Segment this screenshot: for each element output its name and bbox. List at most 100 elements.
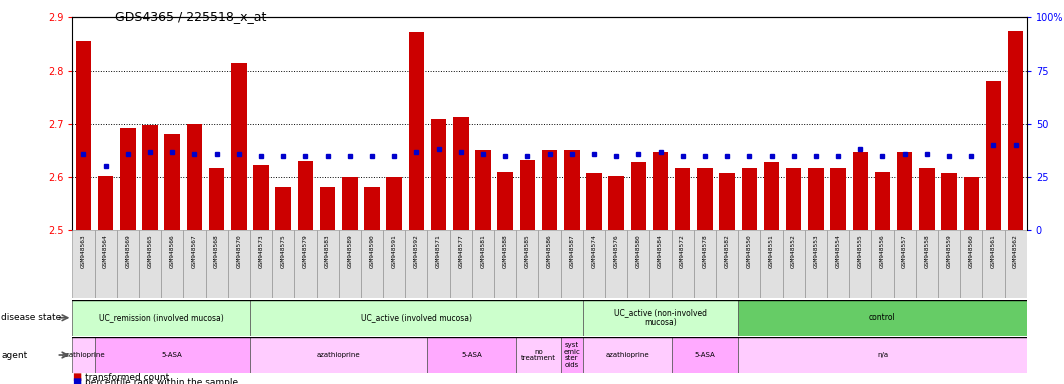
Text: GSM948555: GSM948555	[858, 234, 863, 268]
Text: GSM948559: GSM948559	[947, 234, 951, 268]
Bar	[516, 337, 561, 373]
Bar	[653, 152, 668, 230]
Bar	[450, 230, 471, 298]
Bar	[476, 150, 491, 230]
Text: GSM948579: GSM948579	[303, 234, 307, 268]
Text: GSM948551: GSM948551	[769, 234, 774, 268]
Bar	[95, 230, 117, 298]
Text: GSM948562: GSM948562	[1013, 234, 1018, 268]
Text: GSM948560: GSM948560	[968, 234, 974, 268]
Bar	[161, 230, 183, 298]
Bar	[428, 337, 516, 373]
Bar	[738, 337, 1027, 373]
Bar	[250, 300, 583, 336]
Text: GSM948578: GSM948578	[702, 234, 708, 268]
Bar	[405, 230, 428, 298]
Bar	[183, 230, 205, 298]
Text: azathioprine: azathioprine	[62, 352, 105, 358]
Bar	[231, 63, 247, 230]
Bar	[431, 119, 446, 230]
Bar	[272, 230, 295, 298]
Bar	[719, 173, 735, 230]
Bar	[471, 230, 494, 298]
Text: GSM948572: GSM948572	[680, 234, 685, 268]
Text: 5-ASA: 5-ASA	[462, 352, 482, 358]
Text: GSM948589: GSM948589	[347, 234, 352, 268]
Bar	[982, 230, 1004, 298]
Bar	[497, 172, 513, 230]
Bar	[338, 230, 361, 298]
Bar	[253, 166, 269, 230]
Bar	[830, 167, 846, 230]
Text: GSM948556: GSM948556	[880, 234, 885, 268]
Text: ■: ■	[72, 377, 82, 384]
Text: GSM948581: GSM948581	[481, 234, 485, 268]
Bar	[561, 230, 583, 298]
Text: control: control	[869, 313, 896, 322]
Bar	[786, 167, 801, 230]
Text: ■: ■	[72, 372, 82, 382]
Text: percentile rank within the sample: percentile rank within the sample	[85, 378, 238, 384]
Bar	[72, 300, 250, 336]
Bar	[583, 230, 605, 298]
Bar	[165, 134, 180, 230]
Bar	[897, 152, 913, 230]
Text: no
treatment: no treatment	[521, 349, 556, 361]
Bar	[605, 230, 628, 298]
Bar	[98, 176, 114, 230]
Text: GSM948585: GSM948585	[525, 234, 530, 268]
Bar	[139, 230, 161, 298]
Bar	[697, 167, 713, 230]
Text: GSM948570: GSM948570	[236, 234, 242, 268]
Text: GSM948586: GSM948586	[547, 234, 552, 268]
Text: disease state: disease state	[1, 313, 62, 322]
Bar	[875, 172, 891, 230]
Text: GSM948558: GSM948558	[925, 234, 929, 268]
Text: agent: agent	[1, 351, 28, 359]
Bar	[738, 300, 1027, 336]
Text: GSM948584: GSM948584	[658, 234, 663, 268]
Bar	[583, 337, 671, 373]
Bar	[519, 160, 535, 230]
Bar	[628, 230, 649, 298]
Text: GSM948588: GSM948588	[502, 234, 508, 268]
Text: GSM948576: GSM948576	[614, 234, 618, 268]
Bar	[428, 230, 450, 298]
Text: GSM948582: GSM948582	[725, 234, 730, 268]
Bar	[671, 230, 694, 298]
Text: UC_active (non-involved
mucosa): UC_active (non-involved mucosa)	[614, 308, 708, 328]
Text: azathioprine: azathioprine	[317, 352, 361, 358]
Bar	[609, 176, 624, 230]
Text: GSM948575: GSM948575	[281, 234, 286, 268]
Bar	[316, 230, 338, 298]
Bar	[938, 230, 960, 298]
Text: GSM948565: GSM948565	[148, 234, 152, 268]
Text: GSM948571: GSM948571	[436, 234, 442, 268]
Text: GSM948590: GSM948590	[369, 234, 375, 268]
Text: GSM948577: GSM948577	[459, 234, 463, 268]
Bar	[95, 337, 250, 373]
Bar	[453, 118, 468, 230]
Bar	[764, 162, 779, 230]
Bar	[364, 187, 380, 230]
Text: GSM948587: GSM948587	[569, 234, 575, 268]
Bar	[120, 128, 135, 230]
Bar	[516, 230, 538, 298]
Text: GSM948566: GSM948566	[170, 234, 174, 268]
Bar	[916, 230, 938, 298]
Bar	[671, 337, 738, 373]
Text: GSM948550: GSM948550	[747, 234, 752, 268]
Text: GSM948554: GSM948554	[835, 234, 841, 268]
Bar	[694, 230, 716, 298]
Bar	[985, 81, 1001, 230]
Bar	[409, 32, 425, 230]
Bar	[72, 230, 95, 298]
Bar	[250, 230, 272, 298]
Bar	[361, 230, 383, 298]
Bar	[742, 167, 758, 230]
Bar	[852, 152, 868, 230]
Text: UC_active (involved mucosa): UC_active (involved mucosa)	[361, 313, 471, 322]
Text: GSM948561: GSM948561	[991, 234, 996, 268]
Bar	[675, 167, 691, 230]
Bar	[542, 150, 558, 230]
